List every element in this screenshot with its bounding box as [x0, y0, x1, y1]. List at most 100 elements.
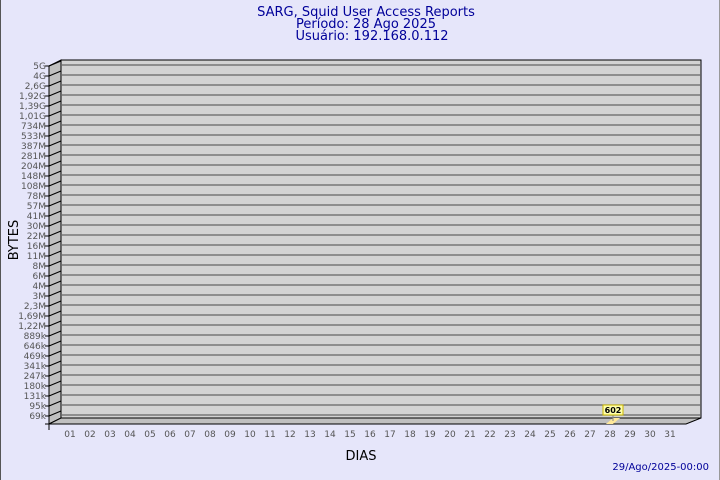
y-tick-diagonal [48, 70, 62, 77]
y-tick-label: 3M [33, 292, 47, 302]
y-tick-label: 8M [33, 262, 47, 272]
x-tick-label: 18 [404, 430, 416, 440]
y-tick-label: 469k [24, 352, 47, 362]
y-tick-label: 341k [24, 362, 47, 372]
footer-timestamp: 29/Ago/2025-00:00 [612, 462, 709, 473]
x-tick-label: 07 [184, 430, 195, 440]
y-tick-diagonal [48, 340, 62, 347]
x-tick-label: 23 [504, 430, 515, 440]
y-tick-diagonal [48, 400, 62, 407]
y-tick-label: 108M [21, 182, 46, 192]
x-tick-label: 20 [444, 430, 456, 440]
y-axis-label: BYTES [7, 220, 22, 261]
y-tick-label: 1,39G [19, 102, 46, 112]
y-tick-diagonal [48, 160, 62, 167]
x-tick-label: 30 [644, 430, 656, 440]
y-tick-diagonal [48, 390, 62, 397]
y-tick-diagonal [48, 260, 62, 267]
y-tick-diagonal [48, 210, 62, 217]
y-tick-diagonal [48, 270, 62, 277]
chart-subtitle-user: Usuário: 192.168.0.112 [295, 29, 448, 44]
y-tick-label: 533M [21, 132, 46, 142]
y-tick-diagonal [48, 310, 62, 317]
y-tick-label: 6M [33, 272, 47, 282]
x-tick-label: 12 [284, 430, 295, 440]
y-tick-label: 646k [24, 342, 47, 352]
y-tick-label: 95k [29, 402, 46, 412]
y-tick-diagonal [48, 370, 62, 377]
y-tick-label: 889k [24, 332, 47, 342]
y-tick-diagonal [48, 240, 62, 247]
y-tick-diagonal [48, 250, 62, 257]
y-tick-diagonal [48, 80, 62, 87]
y-tick-diagonal [48, 180, 62, 187]
x-tick-label: 25 [544, 430, 555, 440]
y-tick-diagonal [48, 380, 62, 387]
y-tick-diagonal [48, 90, 62, 97]
plot-floor [48, 417, 702, 425]
y-tick-label: 204M [21, 162, 46, 172]
y-tick-diagonal [48, 200, 62, 207]
y-tick-diagonal [48, 320, 62, 327]
y-tick-diagonal [48, 60, 62, 67]
y-tick-label: 22M [27, 232, 46, 242]
x-tick-label: 05 [144, 430, 155, 440]
y-tick-diagonal [48, 330, 62, 337]
x-tick-label: 03 [104, 430, 115, 440]
bar-data-label: 602 [605, 406, 622, 415]
y-tick-diagonal [48, 220, 62, 227]
y-tick-label: 1,01G [19, 112, 46, 122]
x-tick-label: 11 [264, 430, 275, 440]
y-tick-diagonal [48, 290, 62, 297]
y-tick-label: 1,92G [19, 92, 46, 102]
x-axis-label: DIAS [346, 449, 377, 464]
x-tick-label: 06 [164, 430, 176, 440]
y-tick-diagonal [48, 100, 62, 107]
x-tick-label: 14 [324, 430, 336, 440]
x-tick-label: 19 [424, 430, 436, 440]
x-tick-label: 17 [384, 430, 395, 440]
y-tick-label: 78M [27, 192, 46, 202]
y-tick-diagonal [48, 230, 62, 237]
y-tick-diagonal [48, 410, 62, 417]
x-tick-label: 09 [224, 430, 236, 440]
y-tick-label: 41M [27, 212, 46, 222]
y-tick-label: 5G [33, 62, 46, 72]
y-tick-diagonal [48, 130, 62, 137]
y-tick-label: 57M [27, 202, 46, 212]
y-tick-label: 69k [29, 412, 46, 422]
y-tick-label: 30M [27, 222, 46, 232]
x-tick-label: 13 [304, 430, 315, 440]
x-tick-label: 04 [124, 430, 136, 440]
x-tick-label: 01 [64, 430, 75, 440]
y-tick-diagonal [48, 350, 62, 357]
y-tick-label: 387M [21, 142, 46, 152]
x-tick-label: 21 [464, 430, 475, 440]
y-tick-label: 16M [27, 242, 46, 252]
y-tick-diagonal [48, 140, 62, 147]
y-tick-label: 131k [24, 392, 47, 402]
y-tick-label: 247k [24, 372, 47, 382]
x-tick-label: 24 [524, 430, 536, 440]
bar-label-box [602, 404, 624, 416]
y-tick-label: 2,3M [24, 302, 46, 312]
y-tick-diagonal [48, 150, 62, 157]
plot-back-plane [60, 59, 702, 419]
y-tick-diagonal [48, 280, 62, 287]
y-tick-diagonal [48, 300, 62, 307]
x-tick-label: 02 [84, 430, 95, 440]
y-tick-diagonal [48, 170, 62, 177]
y-tick-label: 180k [24, 382, 47, 392]
x-tick-label: 28 [604, 430, 616, 440]
y-tick-label: 4G [33, 72, 46, 82]
y-tick-label: 148M [21, 172, 46, 182]
x-tick-label: 22 [484, 430, 495, 440]
y-tick-label: 1,22M [18, 322, 46, 332]
y-tick-label: 11M [27, 252, 46, 262]
x-tick-label: 31 [664, 430, 675, 440]
y-tick-label: 734M [21, 122, 46, 132]
x-tick-label: 15 [344, 430, 355, 440]
y-tick-label: 4M [33, 282, 47, 292]
